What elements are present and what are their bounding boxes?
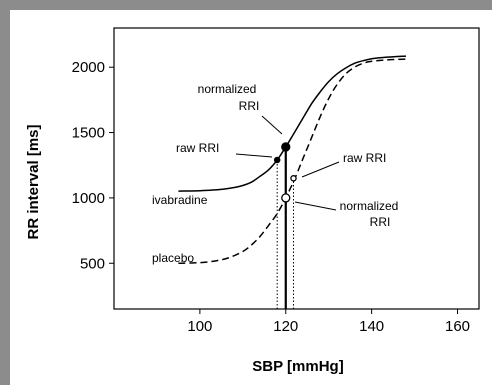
y-tick-label-2000: 2000	[72, 59, 105, 76]
marker-raw-rri-placebo	[290, 175, 297, 182]
series-line-placebo	[178, 58, 407, 265]
series-line-ivabradine	[178, 55, 407, 192]
annotation-ivabradine: ivabradine	[152, 193, 208, 207]
y-tick-label-500: 500	[80, 255, 105, 272]
pointer-normalized-bottom	[294, 201, 337, 211]
annotation-normalized-bottom-line1: normalized	[340, 199, 399, 213]
annotation-normalized-top-line2: RRI	[239, 99, 260, 113]
annotation-raw-rri-left: raw RRI	[176, 141, 219, 155]
x-tick-label-160: 160	[445, 318, 470, 335]
annotation-raw-rri-right: raw RRI	[343, 151, 386, 165]
marker-raw-rri-ivabradine	[273, 156, 281, 164]
annotation-normalized-top-line1: normalized	[198, 82, 257, 96]
marker-normalized-rri-placebo	[281, 193, 291, 203]
x-tick-label-120: 120	[273, 318, 298, 335]
annotation-placebo: placebo	[152, 251, 194, 265]
pointer-raw-right	[301, 161, 340, 178]
y-axis-title: RR interval [ms]	[25, 124, 42, 239]
pointer-raw-left	[235, 153, 273, 158]
y-tick-label-1000: 1000	[72, 190, 105, 207]
x-tick-label-140: 140	[359, 318, 384, 335]
annotation-normalized-bottom-line2: RRI	[370, 215, 391, 229]
marker-normalized-rri-ivabradine	[281, 142, 291, 152]
y-tick-label-1500: 1500	[72, 125, 105, 142]
pointer-normalized-top	[261, 115, 283, 135]
plot-area-frame	[113, 27, 480, 310]
x-tick-label-100: 100	[187, 318, 212, 335]
x-axis-title: SBP [mmHg]	[252, 358, 343, 375]
